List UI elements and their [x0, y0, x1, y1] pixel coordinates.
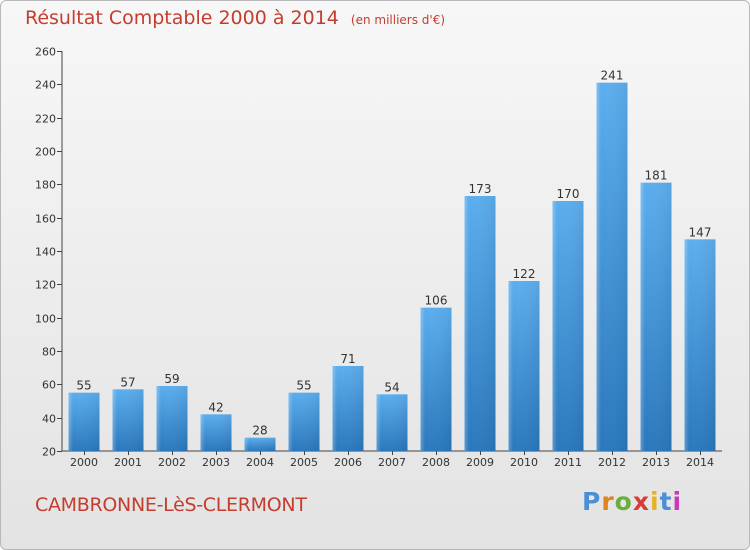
logo-letter: P [582, 487, 602, 516]
y-tick-label: 260 [35, 46, 56, 59]
data-label-2007: 54 [384, 380, 399, 394]
x-tick-label-2003: 2003 [202, 456, 230, 469]
y-tick-label: 180 [35, 179, 56, 192]
x-tick-label-2000: 2000 [70, 456, 98, 469]
x-tick-label-2012: 2012 [598, 456, 626, 469]
x-tick-label-2013: 2013 [642, 456, 670, 469]
data-label-2008: 106 [425, 294, 448, 308]
bar-shade-2001 [112, 389, 144, 451]
x-tick-label-2014: 2014 [686, 456, 714, 469]
y-tick-label: 120 [35, 279, 56, 292]
bar-shade-2013 [640, 182, 672, 451]
x-tick-label-2010: 2010 [510, 456, 538, 469]
bar-shade-2009 [464, 196, 496, 451]
data-label-2006: 71 [340, 352, 355, 366]
bar-shade-2014 [684, 239, 716, 451]
x-tick-label-2005: 2005 [290, 456, 318, 469]
y-tick-label: 60 [42, 379, 56, 392]
bar-shade-2005 [288, 392, 320, 451]
data-label-2003: 42 [208, 400, 223, 414]
y-tick-label: 240 [35, 79, 56, 92]
x-tick-label-2007: 2007 [378, 456, 406, 469]
bar-shade-2006 [332, 366, 364, 451]
x-tick-label-2004: 2004 [246, 456, 274, 469]
data-label-2000: 55 [76, 379, 91, 393]
x-tick-label-2002: 2002 [158, 456, 186, 469]
logo-letter: i [672, 487, 683, 516]
x-tick-label-2008: 2008 [422, 456, 450, 469]
proxiti-logo: Proxiti [582, 487, 682, 516]
data-label-2012: 241 [601, 69, 624, 83]
y-tick-label: 220 [35, 113, 56, 126]
bar-shade-2002 [156, 386, 188, 451]
y-tick-label: 160 [35, 213, 56, 226]
y-tick-label: 20 [42, 446, 56, 459]
title-row: Résultat Comptable 2000 à 2014 (en millie… [25, 7, 445, 29]
y-tick-label: 200 [35, 146, 56, 159]
logo-letter: t [659, 487, 673, 516]
bar-shade-2003 [200, 414, 232, 451]
chart-title: Résultat Comptable 2000 à 2014 [25, 7, 339, 29]
x-tick-label-2011: 2011 [554, 456, 582, 469]
data-label-2013: 181 [645, 169, 668, 183]
data-label-2004: 28 [252, 424, 267, 438]
bar-shade-2008 [420, 307, 452, 451]
commune-name: CAMBRONNE-LèS-CLERMONT [35, 494, 307, 516]
bar-shade-2011 [552, 201, 584, 451]
bar-shade-2000 [68, 392, 100, 451]
y-tick-label: 140 [35, 246, 56, 259]
data-label-2011: 170 [557, 187, 580, 201]
data-label-2010: 122 [513, 267, 536, 281]
data-label-2005: 55 [296, 379, 311, 393]
bar-shade-2012 [596, 82, 628, 452]
y-tick-label: 80 [42, 346, 56, 359]
data-label-2001: 57 [120, 375, 135, 389]
x-tick-label-2006: 2006 [334, 456, 362, 469]
bar-shade-2004 [244, 437, 276, 451]
bar-shade-2010 [508, 281, 540, 451]
chart-subtitle: (en milliers d'€) [350, 13, 446, 27]
logo-letter: i [650, 487, 660, 516]
y-tick-label: 40 [42, 413, 56, 426]
x-tick-label-2001: 2001 [114, 456, 142, 469]
y-tick-label: 100 [35, 313, 56, 326]
logo-letter: o [614, 487, 633, 516]
logo-letter: x [632, 487, 650, 516]
x-tick-label-2009: 2009 [466, 456, 494, 469]
data-label-2009: 173 [469, 182, 492, 196]
data-label-2002: 59 [164, 372, 179, 386]
data-label-2014: 147 [689, 225, 712, 239]
logo-letter: r [601, 487, 615, 516]
bar-shade-2007 [376, 394, 408, 451]
